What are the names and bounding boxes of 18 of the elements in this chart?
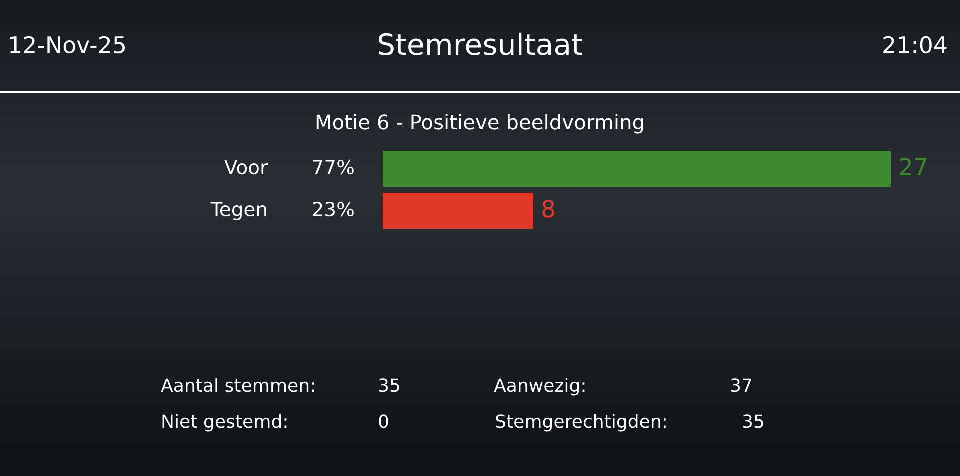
text: 23%: [313, 202, 354, 217]
text: 21:04: [884, 36, 947, 54]
text: 77%: [313, 160, 354, 175]
text: 35: [379, 378, 400, 392]
text: 37: [731, 378, 752, 392]
y-tick-label: Tegen: [210, 202, 266, 220]
text: Stemgerechtigden:: [496, 414, 666, 432]
text: Aanwezig:: [494, 378, 585, 396]
chart-subtitle: Motie 6 - Positieve beeldvorming: [316, 114, 644, 134]
chart-title: Stemresultaat: [378, 32, 582, 56]
data-label: 8: [542, 200, 554, 218]
y-tick-label: Voor: [224, 160, 268, 175]
data-label: 27: [900, 158, 927, 176]
text: 0: [379, 414, 388, 428]
text: Niet gestemd:: [162, 414, 287, 432]
text: 35: [743, 414, 764, 428]
text: Aantal stemmen:: [161, 378, 314, 392]
text: 12-Nov-25: [10, 36, 125, 54]
